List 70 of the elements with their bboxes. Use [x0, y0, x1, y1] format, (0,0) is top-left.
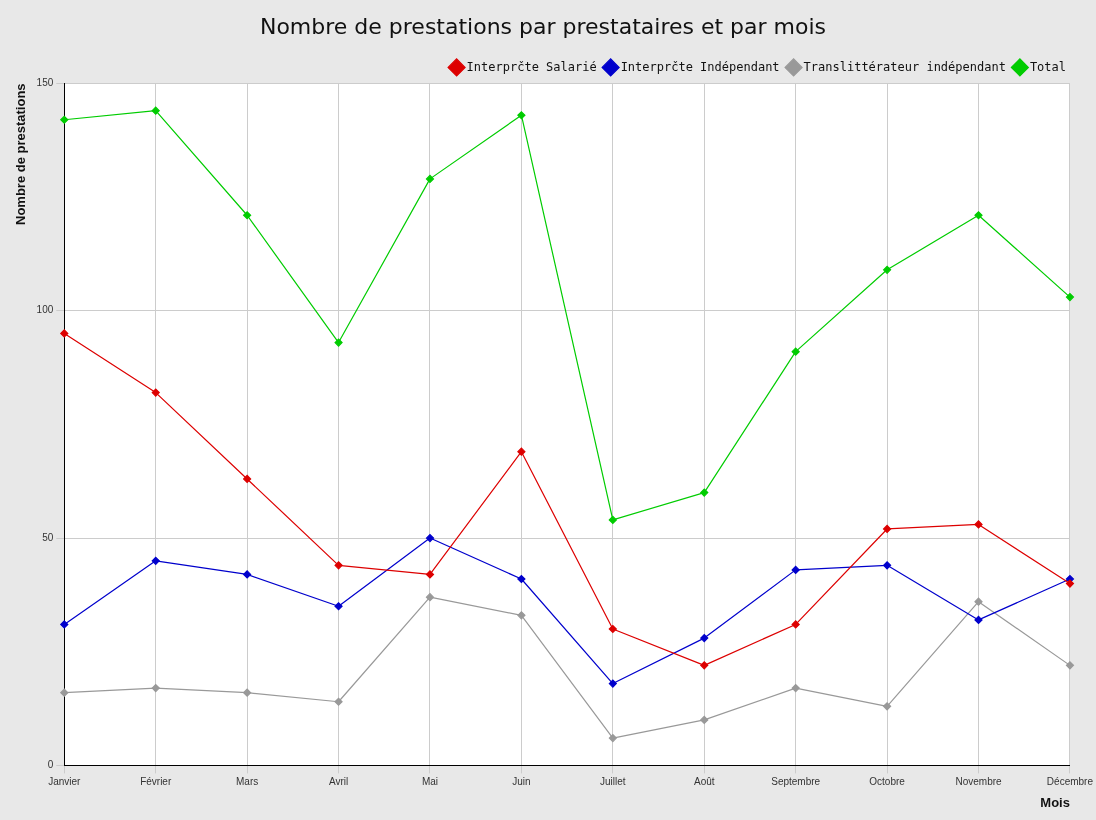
x-tick-label: Juin: [512, 776, 531, 788]
point: [608, 515, 617, 524]
point: [517, 611, 526, 620]
point: [882, 265, 892, 274]
point: [425, 593, 435, 602]
point: [151, 106, 160, 115]
point: [974, 597, 983, 606]
point: [791, 347, 800, 356]
point: [517, 574, 526, 584]
legend-label: Total: [1029, 59, 1066, 74]
point: [334, 602, 343, 611]
point: [334, 561, 343, 570]
point: [243, 211, 252, 220]
x-tick-label: Février: [140, 776, 172, 788]
point: [425, 533, 435, 543]
point: [974, 615, 983, 625]
x-tick-label: Septembre: [771, 776, 821, 788]
legend-label: Interprčte Indépendant: [620, 59, 780, 74]
point: [60, 620, 69, 629]
point: [243, 570, 252, 579]
point: [60, 329, 69, 338]
x-tick-label: Avril: [328, 776, 349, 788]
x-tick-label: Octobre: [869, 776, 906, 788]
point: [60, 688, 69, 697]
point: [425, 174, 435, 183]
y-tick-label: 50: [42, 531, 54, 543]
point: [425, 570, 435, 579]
point: [1065, 661, 1075, 670]
legend-label: Translittérateur indépendant: [803, 59, 1006, 74]
x-tick-label: Janvier: [48, 776, 82, 788]
point: [334, 338, 343, 347]
point: [700, 633, 709, 643]
point: [700, 488, 709, 497]
point: [608, 734, 617, 743]
point: [1065, 579, 1075, 588]
point: [243, 474, 252, 484]
point: [60, 115, 69, 124]
point: [882, 561, 892, 570]
x-tick-label: Mars: [236, 776, 259, 788]
point: [608, 679, 617, 688]
point: [334, 697, 343, 706]
point: [974, 520, 983, 529]
point: [151, 556, 160, 565]
point: [882, 524, 892, 534]
x-tick-label: Mai: [421, 776, 439, 788]
x-axis-title: Mois: [1040, 794, 1070, 810]
y-tick-label: 100: [36, 304, 54, 316]
point: [791, 620, 800, 629]
y-tick-label: 150: [36, 77, 54, 89]
chart-title: Nombre de prestations par prestataires et par mois: [259, 13, 827, 39]
x-tick-label: Novembre: [955, 776, 1003, 788]
point: [791, 565, 800, 574]
point: [791, 684, 800, 693]
point: [882, 702, 892, 711]
x-tick-label: Décembre: [1046, 776, 1094, 788]
point: [243, 688, 252, 697]
x-tick-label: Août: [693, 776, 715, 788]
point: [151, 684, 160, 693]
x-tick-label: Juillet: [600, 776, 626, 788]
point: [151, 388, 160, 397]
y-tick-label: 0: [47, 759, 54, 771]
point: [1065, 292, 1075, 302]
y-axis-title: Nombre de prestations: [13, 83, 29, 225]
legend-label: Interprčte Salarié: [466, 59, 597, 74]
point: [974, 211, 983, 220]
point: [700, 661, 709, 670]
point: [517, 111, 526, 120]
point: [517, 447, 526, 456]
point: [608, 624, 617, 634]
point: [700, 715, 709, 725]
